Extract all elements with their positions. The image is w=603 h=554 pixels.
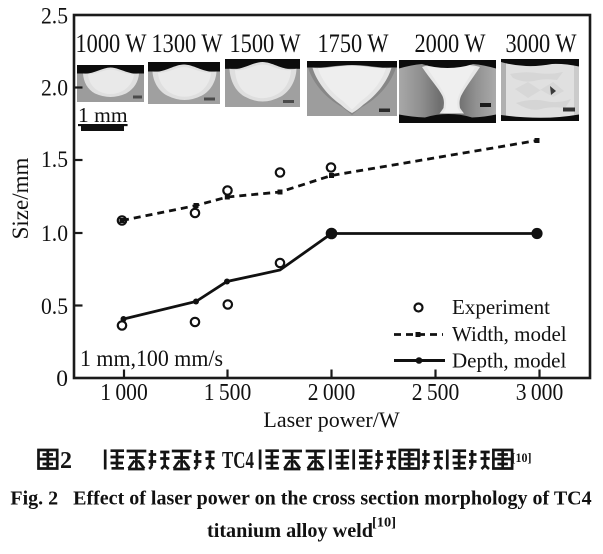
svg-text:1 mm,100 mm/s: 1 mm,100 mm/s [80,346,223,371]
svg-text:[10]: [10] [512,451,532,465]
svg-text:1.5: 1.5 [41,147,68,173]
svg-text:Size/mm: Size/mm [8,158,33,240]
svg-text:3 000: 3 000 [516,379,564,406]
svg-text:2000 W: 2000 W [415,29,486,58]
svg-text:Laser power/W: Laser power/W [263,407,399,432]
svg-text:1000 W: 1000 W [76,29,147,58]
svg-text:2 000: 2 000 [308,379,356,406]
svg-text:2.5: 2.5 [41,4,68,30]
svg-text:0: 0 [56,366,68,392]
svg-text:Width, model: Width, model [452,322,567,346]
svg-text:2.0: 2.0 [41,76,68,102]
svg-text:1500 W: 1500 W [230,29,301,58]
svg-text:Experiment: Experiment [452,295,550,319]
svg-text:1.0: 1.0 [41,221,68,247]
svg-text:1300 W: 1300 W [152,29,223,58]
svg-text:titanium alloy weld: titanium alloy weld [207,520,373,542]
svg-text:2 500: 2 500 [412,379,460,406]
svg-text:Fig. 2 Effect of laser power: Fig. 2 Effect of laser power on the cros… [10,488,591,510]
svg-text:Depth, model: Depth, model [452,349,566,373]
svg-text:1 500: 1 500 [204,379,252,406]
svg-text:1 mm: 1 mm [78,103,128,127]
svg-text:TC4: TC4 [222,448,254,474]
svg-text:[10]: [10] [372,516,396,531]
svg-text:1750 W: 1750 W [318,29,389,58]
svg-text:3000 W: 3000 W [506,29,577,58]
svg-text:0.5: 0.5 [41,294,68,320]
svg-text:2: 2 [60,448,72,474]
svg-text:1 000: 1 000 [100,379,148,406]
